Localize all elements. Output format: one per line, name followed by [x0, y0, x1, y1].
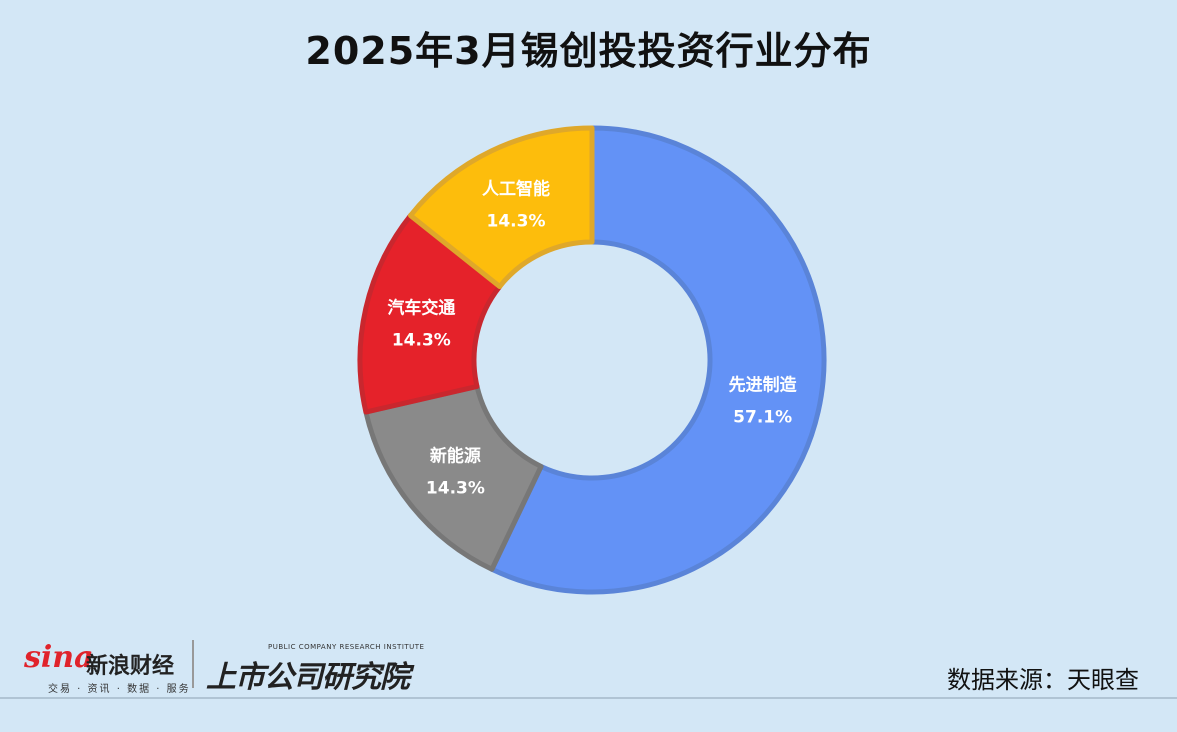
slice-4: [407, 125, 595, 290]
slice-category-label: 人工智能: [482, 178, 550, 199]
slice-value-label: 14.3%: [426, 478, 485, 498]
slice-1: [489, 125, 827, 595]
slice-value-label: 14.3%: [392, 330, 451, 350]
slice-category-label: 汽车交通: [387, 297, 455, 318]
chart-title: 2025年3月锡创投投资行业分布: [305, 29, 872, 73]
donut-slices: [357, 125, 827, 595]
footer-divider-line: [0, 697, 1177, 699]
slice-3: [357, 213, 503, 415]
slice-category-label: 先进制造: [729, 375, 798, 396]
slice-category-label: 新能源: [430, 445, 481, 466]
data-source: 数据来源：天眼查: [947, 666, 1139, 694]
logo-divider: [192, 640, 194, 688]
sina-finance-logo: sina 新浪财经 交易 · 资讯 · 数据 · 服务: [24, 640, 189, 695]
institute-english-name: PUBLIC COMPANY RESEARCH INSTITUTE: [268, 643, 425, 651]
sina-finance-name: 新浪财经: [86, 654, 175, 679]
slice-value-label: 57.1%: [733, 408, 792, 428]
sina-tagline: 交易 · 资讯 · 数据 · 服务: [48, 684, 191, 695]
slice-value-label: 14.3%: [487, 211, 546, 231]
institute-chinese-name: 上市公司研究院: [206, 660, 410, 695]
research-institute-logo: PUBLIC COMPANY RESEARCH INSTITUTE 上市公司研究…: [206, 638, 426, 695]
sina-wordmark: sina: [24, 640, 94, 675]
slice-2: [363, 383, 544, 572]
donut-labels: 先进制造 57.1% 新能源 14.3% 汽车交通 14.3% 人工智能 14.3%: [387, 178, 797, 498]
